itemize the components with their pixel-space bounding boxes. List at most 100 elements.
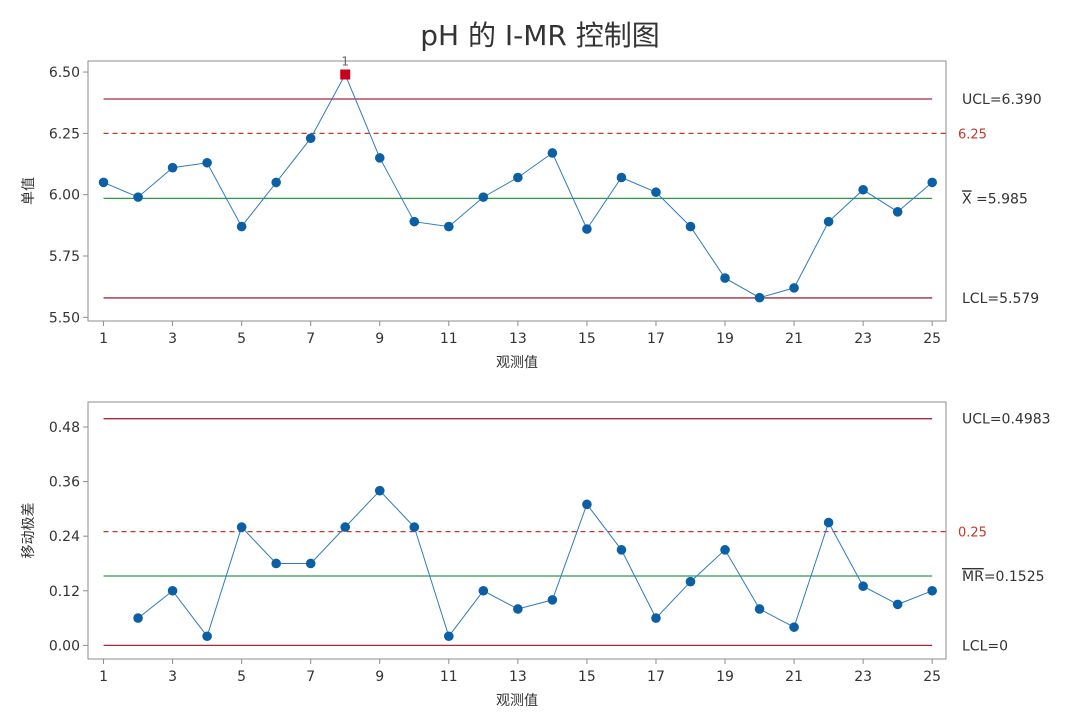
mr-data-point — [720, 545, 730, 555]
i-data-point — [754, 292, 765, 303]
mr-y-tick-label: 0.48 — [49, 420, 80, 436]
i-x-tick-label: 25 — [923, 331, 941, 347]
i-data-point — [305, 133, 316, 144]
i-x-tick-label: 11 — [440, 331, 458, 347]
mr-series-line — [137, 489, 933, 638]
mr-plot-frame — [87, 401, 947, 660]
i-series-line — [103, 73, 933, 299]
i-spec-label: 6.25 — [958, 127, 987, 142]
i-data-point — [892, 207, 903, 217]
mr-data-point — [236, 522, 247, 532]
i-data-point — [858, 184, 868, 195]
mr-x-tick-label: 3 — [168, 669, 177, 685]
i-data-point — [651, 187, 661, 198]
i-x-tick-label: 5 — [237, 331, 246, 347]
i-data-point — [374, 153, 385, 163]
i-data-point — [547, 148, 558, 158]
mr-data-point — [582, 499, 592, 510]
mr-data-point — [754, 604, 765, 614]
i-data-point — [98, 177, 109, 188]
mr-data-point — [478, 585, 489, 596]
mr-data-point — [340, 522, 351, 532]
i-center-symbol: X — [962, 191, 972, 207]
mr-data-point — [616, 545, 627, 555]
i-y-tick-label: 5.75 — [49, 249, 80, 265]
i-x-tick-label: 13 — [509, 331, 527, 347]
mr-data-point — [513, 604, 523, 614]
mr-center-value: =0.1525 — [984, 569, 1045, 585]
mr-data-point — [133, 613, 143, 623]
mr-x-tick-label: 7 — [306, 669, 315, 685]
i-plot-frame — [87, 60, 947, 322]
i-x-tick-label: 19 — [716, 331, 734, 347]
i-panel: 5.505.756.006.256.501 3 5 7 9 11 13 15 17 19 21 23 2… — [21, 54, 1042, 371]
i-y-tick-label: 5.50 — [49, 310, 80, 326]
mr-center-label: MR=0.1525 — [962, 569, 1045, 585]
mr-x-tick-label: 1 — [99, 669, 108, 685]
mr-data-point — [892, 599, 903, 610]
mr-data-point — [444, 631, 454, 642]
mr-data-point — [374, 485, 385, 496]
i-flagged-point — [340, 69, 351, 80]
i-data-point — [823, 216, 834, 227]
i-data-point — [685, 221, 696, 232]
mr-y-tick-label: 0.12 — [49, 584, 80, 600]
i-x-axis-label: 观测值 — [496, 355, 538, 371]
mr-y-axis-label: 移动极差 — [21, 503, 37, 559]
i-center-value: =5.985 — [972, 191, 1028, 207]
mr-x-tick-label: 17 — [647, 669, 665, 685]
i-data-point — [202, 157, 212, 168]
i-lcl-label: LCL=5.579 — [962, 291, 1039, 307]
i-flag-label: 1 — [341, 54, 349, 68]
i-data-point — [478, 192, 489, 202]
i-y-tick-label: 6.50 — [49, 65, 80, 81]
mr-data-point — [685, 576, 696, 587]
mr-x-axis-label: 观测值 — [496, 693, 538, 709]
mr-spec-label: 0.25 — [958, 526, 987, 541]
i-data-point — [409, 216, 420, 227]
mr-data-point — [858, 581, 868, 592]
mr-data-point — [271, 558, 281, 569]
mr-x-tick-label: 19 — [716, 669, 734, 685]
i-data-point — [927, 177, 937, 188]
i-y-tick-label: 6.00 — [49, 188, 80, 204]
i-data-point — [133, 192, 143, 202]
mr-x-tick-label: 13 — [509, 669, 527, 685]
mr-data-point — [305, 558, 316, 569]
i-data-point — [236, 221, 247, 232]
mr-data-point — [927, 585, 937, 596]
i-x-tick-label: 15 — [578, 331, 596, 347]
mr-data-point — [789, 622, 799, 632]
i-data-point — [513, 172, 523, 183]
mr-ucl-label: UCL=0.4983 — [962, 412, 1051, 428]
i-data-point — [789, 283, 799, 293]
mr-data-point — [167, 585, 178, 596]
mr-center-symbol: MR — [962, 569, 984, 585]
mr-x-tick-label: 11 — [440, 669, 458, 685]
i-data-point — [582, 224, 592, 234]
mr-y-tick-label: 0.00 — [49, 638, 80, 654]
mr-lcl-label: LCL=0 — [962, 638, 1008, 654]
mr-data-point — [409, 522, 420, 532]
mr-data-point — [823, 517, 834, 528]
i-x-tick-label: 1 — [99, 331, 108, 347]
mr-y-tick-label: 0.24 — [49, 529, 80, 545]
mr-x-tick-label: 25 — [923, 669, 941, 685]
i-data-point — [167, 162, 178, 173]
i-x-tick-label: 7 — [306, 331, 315, 347]
i-center-label: X =5.985 — [962, 191, 1028, 207]
i-data-point — [616, 172, 627, 183]
i-ucl-label: UCL=6.390 — [962, 92, 1042, 108]
i-data-point — [444, 221, 454, 232]
mr-x-tick-label: 15 — [578, 669, 596, 685]
i-x-tick-label: 21 — [785, 331, 803, 347]
mr-x-tick-label: 5 — [237, 669, 246, 685]
mr-data-point — [547, 595, 558, 605]
mr-data-point — [202, 631, 212, 642]
i-data-point — [271, 177, 281, 188]
mr-panel: 0.000.120.240.360.481 3 5 7 9 11 13 15 17 19 21 23 2… — [21, 401, 1051, 709]
i-x-tick-label: 3 — [168, 331, 177, 347]
mr-x-tick-label: 9 — [375, 669, 384, 685]
